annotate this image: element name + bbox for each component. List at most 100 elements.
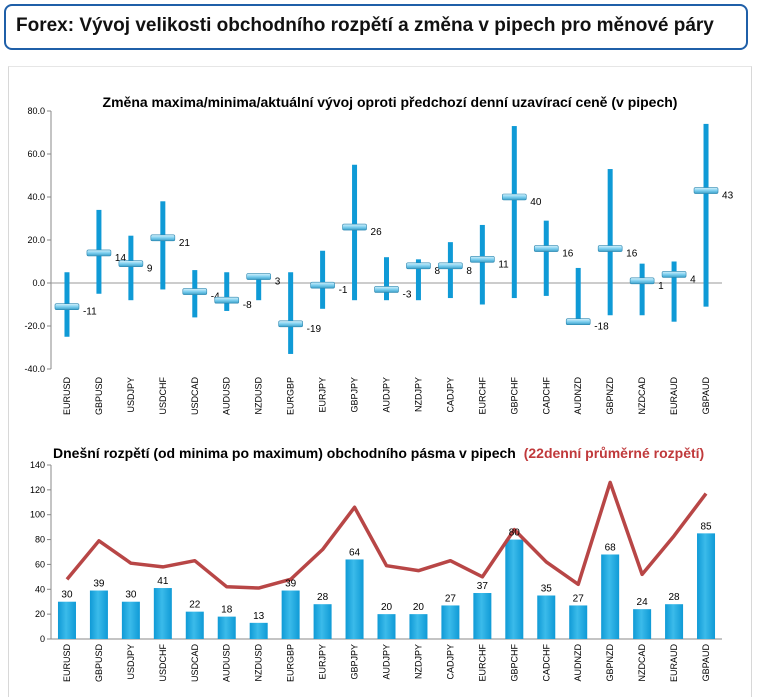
range-bar-today — [409, 614, 428, 639]
range-chart-y-tick-label: -20.0 — [24, 321, 45, 331]
range-chart-y-tick-label: 0.0 — [32, 278, 45, 288]
current-data-label: -11 — [83, 307, 97, 318]
range-bar — [447, 242, 453, 299]
bar-data-label: 28 — [669, 592, 681, 603]
range-chart-category-label: EURUSD — [62, 377, 72, 416]
bar-data-label: 85 — [700, 521, 712, 532]
range-chart-category-label: GBPAUD — [701, 377, 711, 415]
range-bar-today — [569, 605, 588, 639]
bar-chart-y-tick-label: 140 — [30, 460, 45, 470]
range-chart-category-label: AUDUSD — [222, 377, 232, 416]
current-data-label: 11 — [498, 259, 509, 270]
bar-data-label: 27 — [445, 593, 457, 604]
range-bar-today — [345, 559, 364, 639]
range-bar — [384, 257, 389, 301]
bar-chart-category-label: USDCHF — [158, 643, 168, 681]
bar-data-label: 20 — [381, 602, 393, 613]
current-data-label: 40 — [530, 197, 542, 208]
range-bar — [575, 267, 581, 324]
current-data-label: 21 — [179, 238, 191, 249]
current-marker — [246, 273, 271, 280]
range-bar-today — [185, 611, 204, 639]
current-marker — [438, 262, 463, 270]
bar-chart-title: Dnešní rozpětí (od minima po maximum) ob… — [53, 445, 704, 461]
current-data-label: -3 — [403, 289, 412, 300]
current-marker — [693, 187, 719, 194]
range-chart-y-tick-label: 40.0 — [27, 192, 45, 202]
current-data-label: -18 — [594, 322, 609, 333]
bar-chart-title-red: (22denní průměrné rozpětí) — [524, 445, 704, 461]
current-data-label: 8 — [434, 266, 440, 277]
charts-panel — [8, 66, 752, 697]
current-marker — [565, 318, 591, 326]
range-chart-category-label: CADCHF — [541, 376, 551, 414]
bar-chart-category-label: GBPAUD — [701, 644, 711, 682]
bar-chart-category-label: GBPJPY — [350, 644, 360, 680]
range-chart-y-tick-label: 20.0 — [27, 235, 45, 245]
range-chart-category-label: EURJPY — [318, 377, 328, 413]
range-bar-today — [249, 622, 268, 639]
range-bar-today — [377, 614, 396, 639]
current-data-label: 8 — [466, 266, 472, 277]
current-marker — [278, 320, 303, 328]
range-bar-today — [601, 554, 620, 639]
bar-chart-category-label: EURUSD — [62, 644, 72, 683]
bar-data-label: 30 — [125, 590, 137, 601]
range-bar-today — [89, 590, 108, 639]
range-bar-today — [121, 601, 140, 639]
range-chart-category-label: NZDUSD — [254, 377, 264, 415]
bar-chart-y-tick-label: 40 — [35, 584, 45, 594]
bar-chart-y-tick-label: 80 — [35, 535, 45, 545]
bar-chart-category-label: GBPCHF — [509, 644, 519, 682]
bar-chart-category-label: USDCAD — [190, 644, 200, 683]
range-bar — [224, 272, 230, 311]
bar-chart-category-label: EURAUD — [669, 644, 679, 683]
range-chart-title: Změna maxima/minima/aktuální vývoj oprot… — [103, 94, 678, 110]
current-marker — [54, 303, 80, 310]
bar-chart-category-label: AUDUSD — [222, 644, 232, 683]
current-data-label: 43 — [722, 191, 734, 202]
current-marker — [342, 223, 367, 231]
range-chart-category-label: AUDJPY — [382, 377, 392, 413]
bar-chart-category-label: AUDNZD — [573, 644, 583, 682]
range-chart-category-label: NZDCAD — [637, 377, 647, 415]
current-marker — [502, 193, 527, 201]
range-chart-category-label: EURCHF — [477, 376, 487, 414]
range-chart-category-label: USDJPY — [126, 377, 136, 413]
range-bar-today — [505, 539, 524, 639]
current-data-label: 26 — [371, 227, 383, 238]
bar-chart-y-tick-label: 60 — [35, 559, 45, 569]
bar-chart-y-tick-label: 120 — [30, 485, 45, 495]
range-chart-category-label: AUDNZD — [573, 377, 583, 415]
bar-chart-category-label: CADJPY — [445, 644, 455, 680]
current-data-label: 3 — [275, 277, 281, 288]
page-title: Forex: Vývoj velikosti obchodního rozpět… — [16, 15, 714, 36]
range-bar — [671, 261, 677, 322]
current-data-label: 9 — [147, 264, 153, 275]
current-marker — [86, 249, 112, 257]
bar-chart-category-label: AUDJPY — [382, 644, 392, 680]
bar-chart-category-label: USDJPY — [126, 644, 136, 680]
bar-chart-axes: 140 120 100 80 60 40 20 0 EURUSD GBPUSD USDJPY USDC… — [30, 460, 722, 682]
range-bar — [639, 263, 645, 316]
range-chart-y-tick-label: 60.0 — [27, 149, 45, 159]
current-marker — [310, 281, 335, 289]
bar-data-label: 37 — [477, 581, 489, 592]
bar-data-label: 80 — [509, 528, 521, 539]
range-bar-today — [537, 595, 556, 639]
current-data-label: 4 — [690, 274, 696, 285]
bar-chart-category-label: EURCHF — [477, 643, 487, 681]
range-chart-category-label: NZDJPY — [413, 377, 423, 412]
bar-chart-marks: 30 39 30 41 22 18 13 39 28 64 20 20 27 37 80 35 27 68 24 28… — [57, 480, 716, 639]
bar-data-label: 13 — [253, 611, 265, 622]
range-bar — [511, 126, 517, 299]
range-chart-y-tick-label: -40.0 — [24, 364, 45, 374]
bar-data-label: 41 — [157, 576, 169, 587]
current-data-label: 14 — [115, 253, 127, 264]
bar-data-label: 24 — [637, 597, 649, 608]
range-bar-today — [697, 533, 716, 639]
range-bar — [352, 164, 358, 301]
range-bar-today — [473, 593, 492, 639]
bar-chart-title-main: Dnešní rozpětí (od minima po maximum) ob… — [53, 445, 516, 461]
range-bar — [256, 274, 262, 301]
